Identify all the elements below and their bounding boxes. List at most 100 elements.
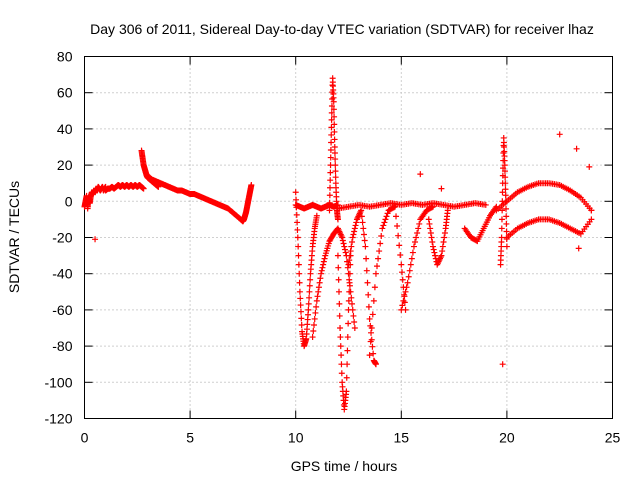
data-point: [294, 226, 301, 233]
data-point: [396, 242, 403, 249]
data-point: [428, 204, 435, 211]
data-point: [363, 255, 370, 262]
data-point: [317, 275, 324, 282]
data-point: [305, 306, 312, 313]
data-point: [306, 288, 313, 295]
series-curve-15-16.5: [398, 203, 436, 313]
series-band-12-19: [334, 200, 489, 212]
data-point: [428, 234, 435, 241]
data-point: [343, 374, 350, 381]
y-tick-label: 60: [57, 85, 73, 101]
data-point: [502, 180, 509, 187]
data-point: [313, 297, 320, 304]
x-tick-label: 15: [394, 430, 410, 446]
data-point: [439, 243, 446, 250]
data-point: [335, 264, 342, 271]
data-point: [503, 220, 510, 227]
series-band-19.5-24: [493, 180, 595, 214]
y-axis-title: SDTVAR / TECUs: [6, 181, 22, 293]
data-point: [332, 156, 339, 163]
data-point: [367, 338, 374, 345]
y-tick-label: -100: [44, 374, 72, 390]
data-point: [341, 246, 348, 253]
data-point: [399, 276, 406, 283]
data-point: [346, 257, 353, 264]
data-point: [326, 199, 333, 206]
data-point: [335, 288, 342, 295]
data-point: [498, 234, 505, 241]
data-point: [332, 162, 339, 169]
x-tick-label: 25: [605, 430, 621, 446]
data-point: [344, 361, 351, 368]
data-point: [297, 308, 304, 315]
data-point: [370, 350, 377, 357]
data-point: [318, 270, 325, 277]
x-tick-label: 0: [81, 430, 89, 446]
data-point: [502, 192, 509, 199]
data-point: [379, 225, 386, 232]
data-point: [412, 239, 419, 246]
data-point: [432, 252, 439, 259]
data-point: [381, 219, 388, 226]
data-point: [328, 109, 335, 116]
data-point: [332, 174, 339, 181]
data-point: [336, 312, 343, 319]
data-point: [342, 249, 349, 256]
data-point: [415, 225, 422, 232]
data-point: [375, 255, 382, 262]
data-point: [374, 263, 381, 270]
data-point: [383, 213, 390, 220]
data-point: [347, 288, 354, 295]
data-point: [327, 147, 334, 154]
data-point: [503, 243, 510, 250]
series-dip-12-12.6: [334, 252, 354, 413]
data-point: [402, 288, 409, 295]
data-point: [501, 162, 508, 169]
data-point: [344, 347, 351, 354]
data-point: [498, 216, 505, 223]
data-point: [346, 276, 353, 283]
data-point: [320, 258, 327, 265]
data-point: [339, 237, 346, 244]
data-point: [350, 312, 357, 319]
data-point: [295, 252, 302, 259]
data-point: [292, 189, 299, 196]
point-layer: [81, 75, 595, 413]
data-point: [311, 321, 318, 328]
data-point: [330, 106, 337, 113]
series-arc-1-3: [102, 182, 147, 194]
series-curve-13.5-15.2: [366, 203, 409, 359]
data-point: [503, 228, 510, 235]
y-tick-label: 40: [57, 121, 73, 137]
series-curve-16.3-17.2: [425, 207, 451, 268]
data-point: [382, 216, 389, 223]
data-point: [368, 329, 375, 336]
data-point: [427, 225, 434, 232]
data-point: [293, 196, 300, 203]
data-point: [328, 124, 335, 131]
data-point: [413, 234, 420, 241]
data-point: [315, 288, 322, 295]
data-point: [334, 252, 341, 259]
data-point: [365, 291, 372, 298]
data-point: [377, 240, 384, 247]
data-point: [328, 116, 335, 123]
data-point: [305, 300, 312, 307]
chart-title: Day 306 of 2011, Sidereal Day-to-day VTE…: [90, 21, 594, 37]
series-arc-7.5-7.9: [239, 182, 255, 225]
data-point: [328, 102, 335, 109]
data-point: [499, 189, 506, 196]
data-point: [441, 234, 448, 241]
data-point: [331, 113, 338, 120]
series-band-low-20-24: [503, 216, 595, 241]
data-point: [444, 207, 451, 214]
data-point: [398, 306, 405, 313]
data-point: [503, 213, 510, 220]
data-point: [349, 300, 356, 307]
data-point: [346, 282, 353, 289]
data-point: [372, 270, 379, 277]
data-point: [358, 207, 365, 214]
data-point: [332, 168, 339, 175]
data-point: [363, 267, 370, 274]
